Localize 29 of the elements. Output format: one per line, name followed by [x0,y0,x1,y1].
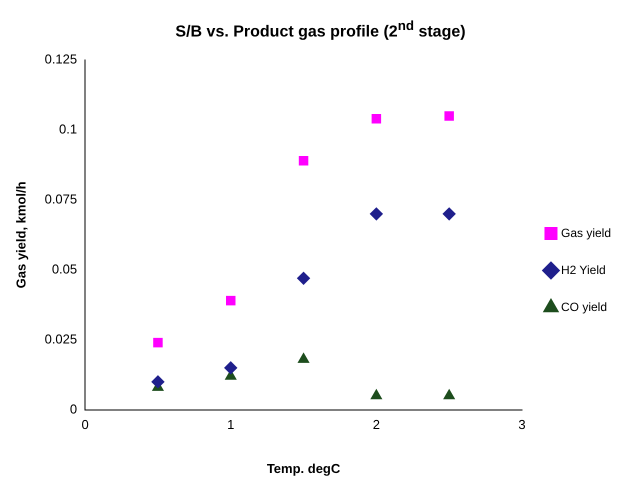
x-tick-label: 2 [372,417,380,432]
point [442,207,456,220]
point [226,296,236,306]
chart-title: S/B vs. Product gas profile (2$^{nd}$ stage) [174,18,467,42]
point [444,111,454,121]
x-tick-label: 1 [227,417,234,432]
legend-label: Gas yield [560,226,612,240]
point [298,352,310,363]
point [298,156,308,166]
legend-label: CO yield [560,300,607,314]
legend-label: H2 Yield [560,262,606,277]
point [151,375,164,388]
y-tick-label: 0.1 [59,122,78,137]
y-tick-label: 0.05 [52,261,78,276]
point [443,389,455,400]
point [370,389,382,400]
y-tick-label: 0.025 [44,331,78,346]
point [153,338,163,348]
point [372,114,382,124]
point [297,272,310,285]
point [224,361,238,374]
x-tick-label: 0 [82,417,89,432]
y-tick-label: 0 [70,401,78,416]
y-tick-label: 0.075 [44,192,78,206]
x-tick-label: 3 [518,417,526,432]
y-tick-label: 0.125 [44,52,78,67]
x-axis-title: Temp. degC [266,460,341,476]
y-axis-title: Gas yield, kmol/h [13,181,28,288]
point [370,207,383,220]
